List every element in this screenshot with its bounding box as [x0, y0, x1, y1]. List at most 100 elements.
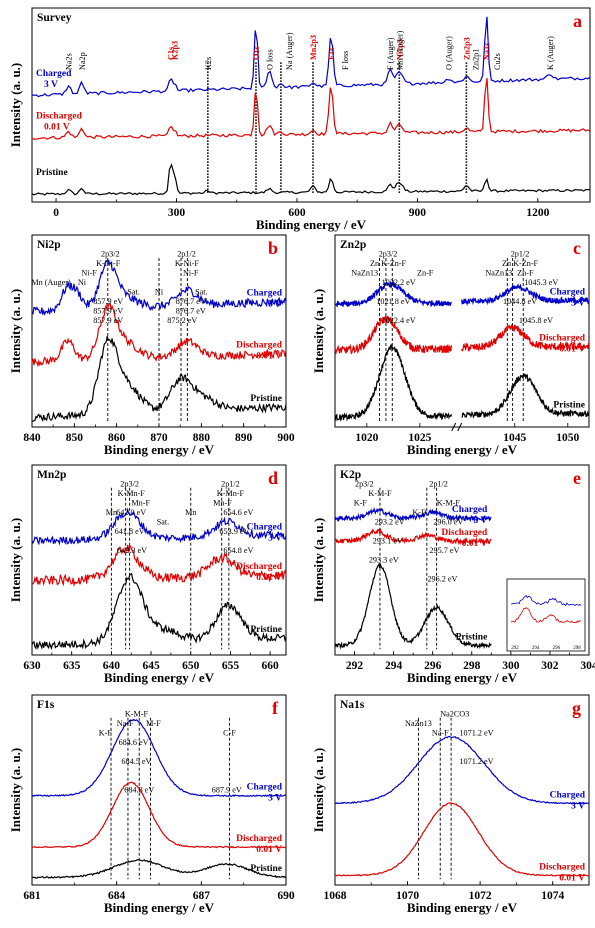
series-sublabel: 0.01 V	[256, 351, 282, 361]
series-label: Discharged	[539, 333, 586, 343]
inset-series-charged	[510, 594, 582, 607]
peak-annotation: 1045.8 eV	[519, 316, 553, 325]
x-tick-label: 292	[346, 660, 364, 672]
y-axis-label: Intensity (a. u.)	[8, 748, 23, 833]
x-tick-label: 1072	[469, 890, 492, 902]
series-sublabel: 0.01 V	[462, 539, 488, 549]
peak-annotation: K-Mn-F	[217, 489, 245, 498]
panel-letter: f	[272, 698, 279, 718]
peak-annotation: 1045.3 eV	[524, 278, 558, 287]
peak-annotation: C1s	[166, 47, 175, 60]
series-sublabel: 0.01 V	[559, 873, 585, 883]
x-tick-label: 900	[409, 207, 427, 219]
peak-annotation: K-M-F	[368, 489, 392, 498]
peak-annotation: 1071.2 eV	[459, 757, 493, 766]
x-tick-label: 645	[142, 660, 160, 672]
peak-annotation: Zn-F	[417, 269, 434, 278]
series-sublabel: 0.01 V	[559, 344, 585, 354]
x-tick-label: 690	[277, 890, 295, 902]
panel-letter: e	[573, 468, 581, 488]
panel-b: 840 850 860 870 880 890 900 Pristine Discharged0…	[23, 234, 295, 457]
series-label: Charged	[247, 522, 283, 532]
axis-break-mark	[451, 422, 457, 432]
x-tick-label: 880	[193, 432, 211, 444]
series-label: Discharged	[441, 528, 488, 538]
series-line-charged	[31, 718, 287, 798]
peak-annotation: F (Auger)	[386, 37, 395, 70]
series-line-discharged	[334, 315, 453, 355]
series-sublabel: 0.01 V	[256, 573, 282, 583]
x-tick-label: 300	[168, 207, 186, 219]
peak-annotation: Zn2p1	[472, 49, 481, 70]
series-sublabel: 3 V	[268, 299, 282, 309]
series-line-discharged	[461, 324, 590, 352]
peak-annotation: 857.9 eV	[93, 297, 123, 306]
panel-frame	[31, 7, 591, 203]
series-label: Charged	[452, 505, 488, 515]
peak-annotation: 2p3/2	[120, 480, 139, 489]
series-sublabel: 3 V	[268, 533, 282, 543]
panel-frame	[31, 464, 287, 656]
series-line-pristine	[461, 373, 590, 419]
x-tick-label: 1020	[355, 432, 378, 444]
y-axis-label: Intensity (a. u.)	[8, 289, 23, 374]
peak-annotation: 2p3/2	[101, 250, 120, 259]
series-line-discharged	[31, 781, 287, 849]
x-tick-label: 890	[235, 432, 253, 444]
series-label: Pristine	[456, 632, 488, 642]
peak-annotation: NaZn13	[351, 269, 378, 278]
panel-frame	[334, 694, 590, 886]
x-tick-label: 655	[222, 660, 240, 672]
peak-annotation: 293.3 eV	[369, 556, 399, 565]
peak-annotation: 641.8 eV	[115, 527, 145, 536]
series-label: Discharged	[36, 112, 83, 122]
series-line-charged	[335, 735, 590, 805]
panel-title: Ni2p	[37, 239, 61, 251]
panel-title: F1s	[37, 699, 55, 711]
y-axis-label: Intensity (a. u.)	[311, 518, 326, 603]
peak-annotation: 2p1/2	[429, 480, 448, 489]
peak-annotation: 687.9 eV	[212, 786, 242, 795]
series-sublabel: 3 V	[44, 80, 58, 90]
peak-annotation: 654.6 eV	[223, 508, 253, 517]
inset-tick-label: 298	[573, 646, 581, 651]
x-tick-label: 296	[424, 660, 442, 672]
peak-annotation: Zn K-Zn-F	[502, 259, 539, 268]
peak-annotation: Mn2p3	[309, 35, 318, 60]
peak-annotation: Mn (Auger)	[395, 30, 404, 70]
x-tick-label: 870	[150, 432, 168, 444]
peak-annotation: Na1s	[482, 43, 491, 60]
x-tick-label: 0	[53, 207, 59, 219]
peak-annotation: NaZn13	[405, 719, 432, 728]
peak-annotation: 876.7 eV	[176, 307, 206, 316]
peak-annotation: Sat.	[127, 288, 140, 297]
peak-annotation: NaZn13	[485, 269, 512, 278]
inset-tick-label: 294	[532, 646, 540, 651]
peak-annotation: 684.8 eV	[124, 786, 154, 795]
series-line-pristine	[31, 572, 287, 651]
peak-annotation: Na2CO3	[440, 710, 469, 719]
x-axis-label: Binding energy / eV	[104, 670, 215, 685]
peak-annotation: K-F	[354, 499, 368, 508]
x-tick-label: 1025	[408, 432, 431, 444]
peak-annotation: Mn-F	[213, 499, 232, 508]
peak-annotation: Ni	[78, 278, 87, 287]
peak-annotation: K-F	[412, 508, 426, 517]
peak-annotation: 857.9 eV	[93, 307, 123, 316]
peak-annotation: F1s	[327, 48, 336, 60]
x-tick-label: 298	[463, 660, 481, 672]
peak-annotation: 684.5 eV	[121, 757, 151, 766]
series-sublabel: 3 V	[571, 801, 585, 811]
peak-annotation: 642.3 eV	[117, 546, 147, 555]
x-tick-label: 1200	[526, 207, 549, 219]
x-axis-label: Binding energy / eV	[104, 442, 215, 457]
series-sublabel: 3 V	[268, 794, 282, 804]
x-tick-label: 1050	[556, 432, 579, 444]
peak-annotation: F loss	[341, 51, 350, 70]
series-line-pristine	[334, 343, 453, 422]
peak-annotation: K (Auger)	[546, 36, 555, 70]
peak-annotation: 296.2 eV	[427, 575, 457, 584]
x-tick-label: 630	[23, 660, 41, 672]
